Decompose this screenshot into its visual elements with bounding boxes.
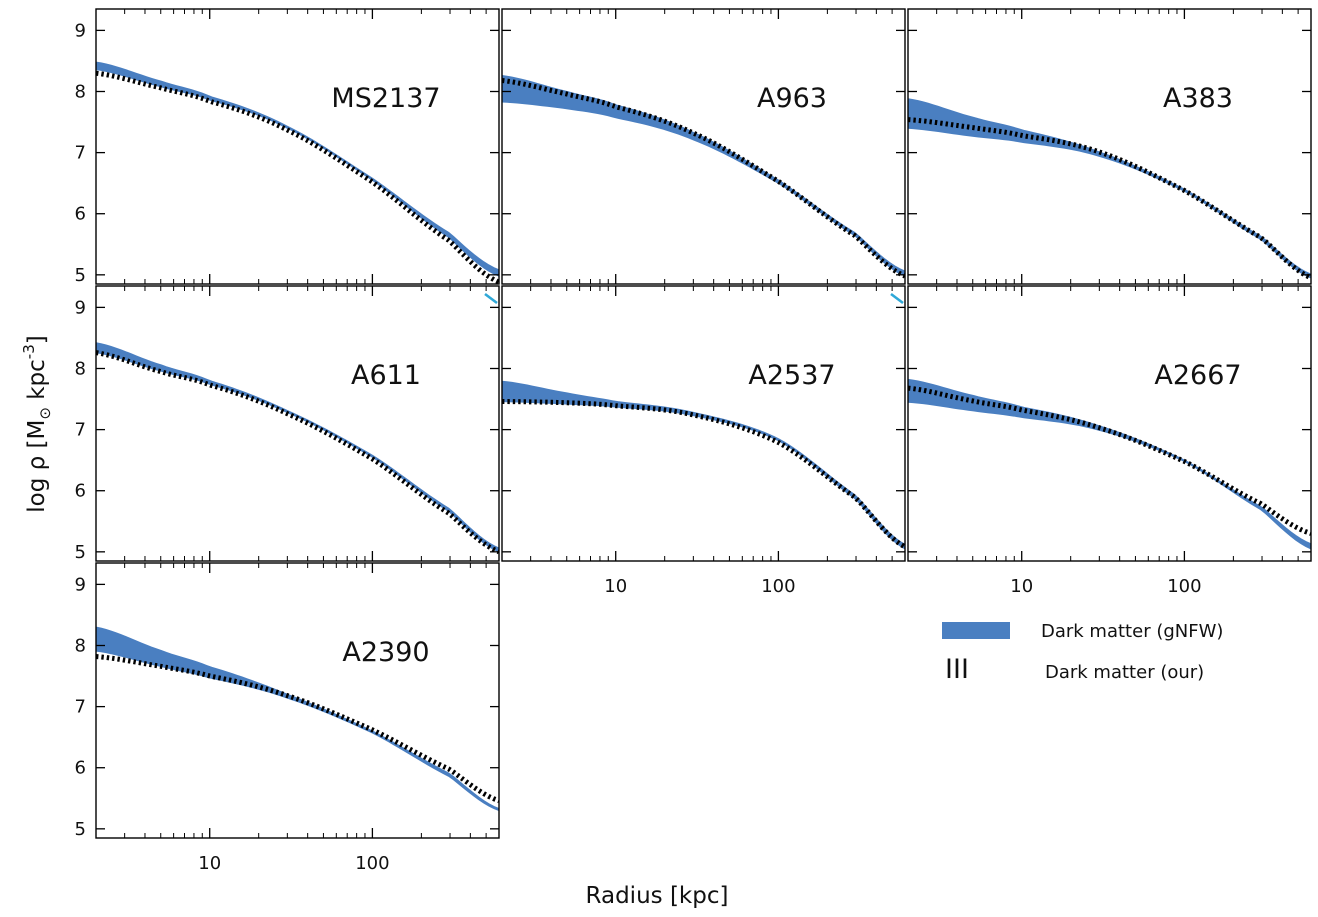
- x-tick-label: 100: [355, 853, 389, 874]
- gnfw-band: [908, 378, 1311, 550]
- plot-area: [502, 75, 905, 279]
- gnfw-band: [502, 75, 905, 277]
- our-profile-line: [502, 78, 905, 279]
- our-profile-line: [908, 117, 1311, 281]
- plot-area: [96, 626, 499, 812]
- gnfw-band: [96, 342, 499, 553]
- panel-frame: [907, 8, 1312, 285]
- our-profile-line: [502, 399, 905, 550]
- panel-a2537: 10 100 A2537: [501, 285, 906, 597]
- plot-area: [502, 380, 905, 550]
- panel-frame: [501, 8, 906, 285]
- y-axis-title: log ρ [M⊙ kpc-3]: [20, 335, 54, 513]
- y-tick-label: 8: [75, 636, 86, 657]
- our-profile-line: [96, 350, 499, 555]
- y-tick-label: 8: [75, 82, 86, 103]
- cyan-tail-mark: [890, 292, 904, 305]
- y-tick-label: 5: [75, 819, 86, 840]
- y-tick-label: 5: [75, 542, 86, 563]
- legend-swatch-gnfw: [942, 622, 1010, 639]
- panel-frame: [95, 285, 500, 562]
- x-tick-label: 100: [761, 576, 795, 597]
- panel-a2390: 5 6 7 8 9 10 100 A2390: [75, 562, 500, 874]
- panel-frame: [907, 285, 1312, 562]
- cyan-tail-mark: [484, 292, 498, 305]
- panel-title: A963: [757, 83, 827, 114]
- y-tick-label: 9: [75, 20, 86, 41]
- y-tick-label: 8: [75, 359, 86, 380]
- our-profile-line: [96, 70, 499, 284]
- y-tick-label: 9: [75, 297, 86, 318]
- panel-title: A2667: [1154, 360, 1241, 391]
- y-tick-label: 6: [75, 481, 86, 502]
- panel-a963: A963: [501, 8, 906, 285]
- plot-area: [908, 98, 1311, 281]
- y-tick-label: 5: [75, 265, 86, 286]
- legend-label-gnfw: Dark matter (gNFW): [1041, 621, 1223, 642]
- y-tick-label: 9: [75, 574, 86, 595]
- panel-frame: [95, 8, 500, 285]
- x-tick-label: 10: [1010, 576, 1033, 597]
- panel-title: MS2137: [331, 83, 440, 114]
- y-tick-label: 6: [75, 758, 86, 779]
- x-tick-label: 10: [198, 853, 221, 874]
- gnfw-band: [908, 98, 1311, 279]
- y-tick-label: 7: [75, 697, 86, 718]
- panel-frame: [95, 562, 500, 839]
- y-tick-label: 6: [75, 204, 86, 225]
- x-tick-label: 10: [604, 576, 627, 597]
- gnfw-band: [502, 380, 905, 550]
- x-axis-title: Radius [kpc]: [586, 883, 729, 909]
- legend: Dark matter (gNFW) III Dark matter (our): [942, 621, 1223, 685]
- panel-title: A2390: [342, 637, 429, 668]
- gnfw-band: [96, 626, 499, 812]
- panel-title: A383: [1163, 83, 1233, 114]
- plot-area: [96, 61, 499, 284]
- our-profile-line: [96, 654, 499, 804]
- panel-ms2137: 5 6 7 8 9 MS2137: [75, 8, 500, 286]
- y-tick-label: 7: [75, 420, 86, 441]
- panel-a2667: 10 100 A2667: [907, 285, 1312, 597]
- panel-a611: 5 6 7 8 9 A611: [75, 285, 500, 563]
- y-tick-label: 7: [75, 143, 86, 164]
- plot-area: [96, 342, 499, 555]
- panel-a383: A383: [907, 8, 1312, 285]
- our-profile-line: [908, 385, 1311, 536]
- legend-label-our: Dark matter (our): [1045, 662, 1204, 683]
- panel-frame: [501, 285, 906, 562]
- plot-area: [908, 378, 1311, 550]
- panel-title: A611: [351, 360, 421, 391]
- x-tick-label: 100: [1167, 576, 1201, 597]
- legend-marker-our: III: [945, 654, 969, 685]
- gnfw-band: [96, 61, 499, 277]
- panel-title: A2537: [748, 360, 835, 391]
